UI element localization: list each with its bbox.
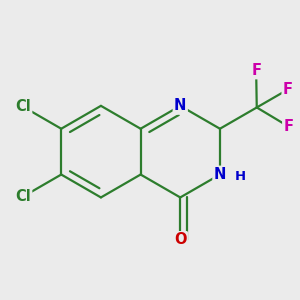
Text: F: F <box>284 119 293 134</box>
Text: F: F <box>283 82 293 97</box>
Text: F: F <box>251 63 261 78</box>
Text: O: O <box>174 232 187 247</box>
Text: N: N <box>174 98 186 113</box>
Text: Cl: Cl <box>15 189 31 204</box>
Text: Cl: Cl <box>15 99 31 114</box>
Text: N: N <box>214 167 226 182</box>
Text: H: H <box>235 170 246 183</box>
